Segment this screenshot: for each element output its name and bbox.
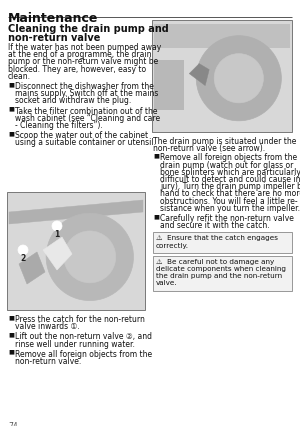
Text: 74: 74: [8, 422, 18, 426]
Circle shape: [46, 213, 134, 301]
Text: ■: ■: [8, 106, 14, 112]
Polygon shape: [19, 252, 45, 284]
Text: Remove all foreign objects from the: Remove all foreign objects from the: [15, 350, 152, 359]
Circle shape: [64, 231, 116, 283]
Text: clean.: clean.: [8, 72, 31, 81]
Text: Disconnect the dishwasher from the: Disconnect the dishwasher from the: [15, 82, 154, 91]
Text: delicate components when cleaning: delicate components when cleaning: [156, 266, 286, 272]
Text: ■: ■: [153, 214, 159, 219]
Text: Remove all foreign objects from the: Remove all foreign objects from the: [160, 153, 297, 162]
Text: ■: ■: [8, 82, 14, 87]
Text: using a suitable container or utensil.: using a suitable container or utensil.: [15, 138, 156, 147]
Text: ■: ■: [153, 153, 159, 158]
Text: sistance when you turn the impeller.: sistance when you turn the impeller.: [160, 204, 300, 213]
Text: the drain pump and the non-return: the drain pump and the non-return: [156, 273, 282, 279]
Circle shape: [196, 36, 281, 121]
Circle shape: [214, 54, 263, 103]
Text: 2: 2: [20, 254, 26, 263]
Text: non-return valve (see arrow).: non-return valve (see arrow).: [153, 144, 265, 153]
Bar: [152, 20, 292, 132]
Text: valve inwards ①.: valve inwards ①.: [15, 322, 80, 331]
Text: The drain pump is situated under the: The drain pump is situated under the: [153, 137, 296, 146]
Text: wash cabinet (see “Cleaning and care: wash cabinet (see “Cleaning and care: [15, 114, 160, 123]
Text: 1: 1: [54, 230, 60, 239]
Text: non-return valve.: non-return valve.: [15, 357, 81, 366]
Text: Take the filter combination out of the: Take the filter combination out of the: [15, 106, 158, 115]
Text: mains supply. Switch off at the mains: mains supply. Switch off at the mains: [15, 89, 158, 98]
Text: ⚠  Ensure that the catch engages: ⚠ Ensure that the catch engages: [156, 236, 278, 242]
Polygon shape: [43, 237, 72, 270]
Text: non-return valve: non-return valve: [8, 33, 100, 43]
Text: Scoop the water out of the cabinet: Scoop the water out of the cabinet: [15, 131, 148, 140]
Polygon shape: [189, 63, 209, 86]
Text: obstructions. You will feel a little re-: obstructions. You will feel a little re-: [160, 197, 298, 206]
Bar: [153, 233, 292, 253]
Text: jury). Turn the drain pump impeller by: jury). Turn the drain pump impeller by: [160, 182, 300, 191]
Text: Cleaning the drain pump and: Cleaning the drain pump and: [8, 24, 169, 34]
Text: valve.: valve.: [156, 280, 178, 286]
Text: Lift out the non-return valve ②, and: Lift out the non-return valve ②, and: [15, 332, 152, 341]
Circle shape: [52, 221, 62, 231]
Text: difficult to detect and could cause in-: difficult to detect and could cause in-: [160, 175, 300, 184]
Text: Carefully refit the non-return valve: Carefully refit the non-return valve: [160, 214, 294, 223]
Text: socket and withdraw the plug.: socket and withdraw the plug.: [15, 96, 131, 105]
Text: bone splinters which are particularly: bone splinters which are particularly: [160, 168, 300, 177]
Text: ■: ■: [8, 315, 14, 320]
Text: at the end of a programme, the drain: at the end of a programme, the drain: [8, 50, 152, 59]
Text: ■: ■: [8, 332, 14, 337]
Text: pump or the non-return valve might be: pump or the non-return valve might be: [8, 58, 158, 66]
Text: If the water has not been pumped away: If the water has not been pumped away: [8, 43, 161, 52]
Text: correctly.: correctly.: [156, 242, 189, 249]
Bar: [154, 60, 184, 110]
Text: blocked. They are, however, easy to: blocked. They are, however, easy to: [8, 65, 146, 74]
Text: ■: ■: [8, 131, 14, 136]
Bar: [7, 192, 145, 310]
Text: drain pump (watch out for glass or: drain pump (watch out for glass or: [160, 161, 293, 170]
Circle shape: [18, 245, 28, 255]
Text: Maintenance: Maintenance: [8, 12, 98, 25]
Bar: [153, 256, 292, 291]
Text: and secure it with the catch.: and secure it with the catch.: [160, 221, 270, 230]
Text: - Cleaning the filters”).: - Cleaning the filters”).: [15, 121, 103, 130]
Text: ⚠  Be careful not to damage any: ⚠ Be careful not to damage any: [156, 259, 274, 265]
Polygon shape: [9, 200, 143, 224]
Bar: [154, 24, 290, 48]
Text: Press the catch for the non-return: Press the catch for the non-return: [15, 315, 145, 324]
Text: hand to check that there are no more: hand to check that there are no more: [160, 190, 300, 199]
Text: rinse well under running water.: rinse well under running water.: [15, 340, 135, 348]
Text: ■: ■: [8, 350, 14, 355]
